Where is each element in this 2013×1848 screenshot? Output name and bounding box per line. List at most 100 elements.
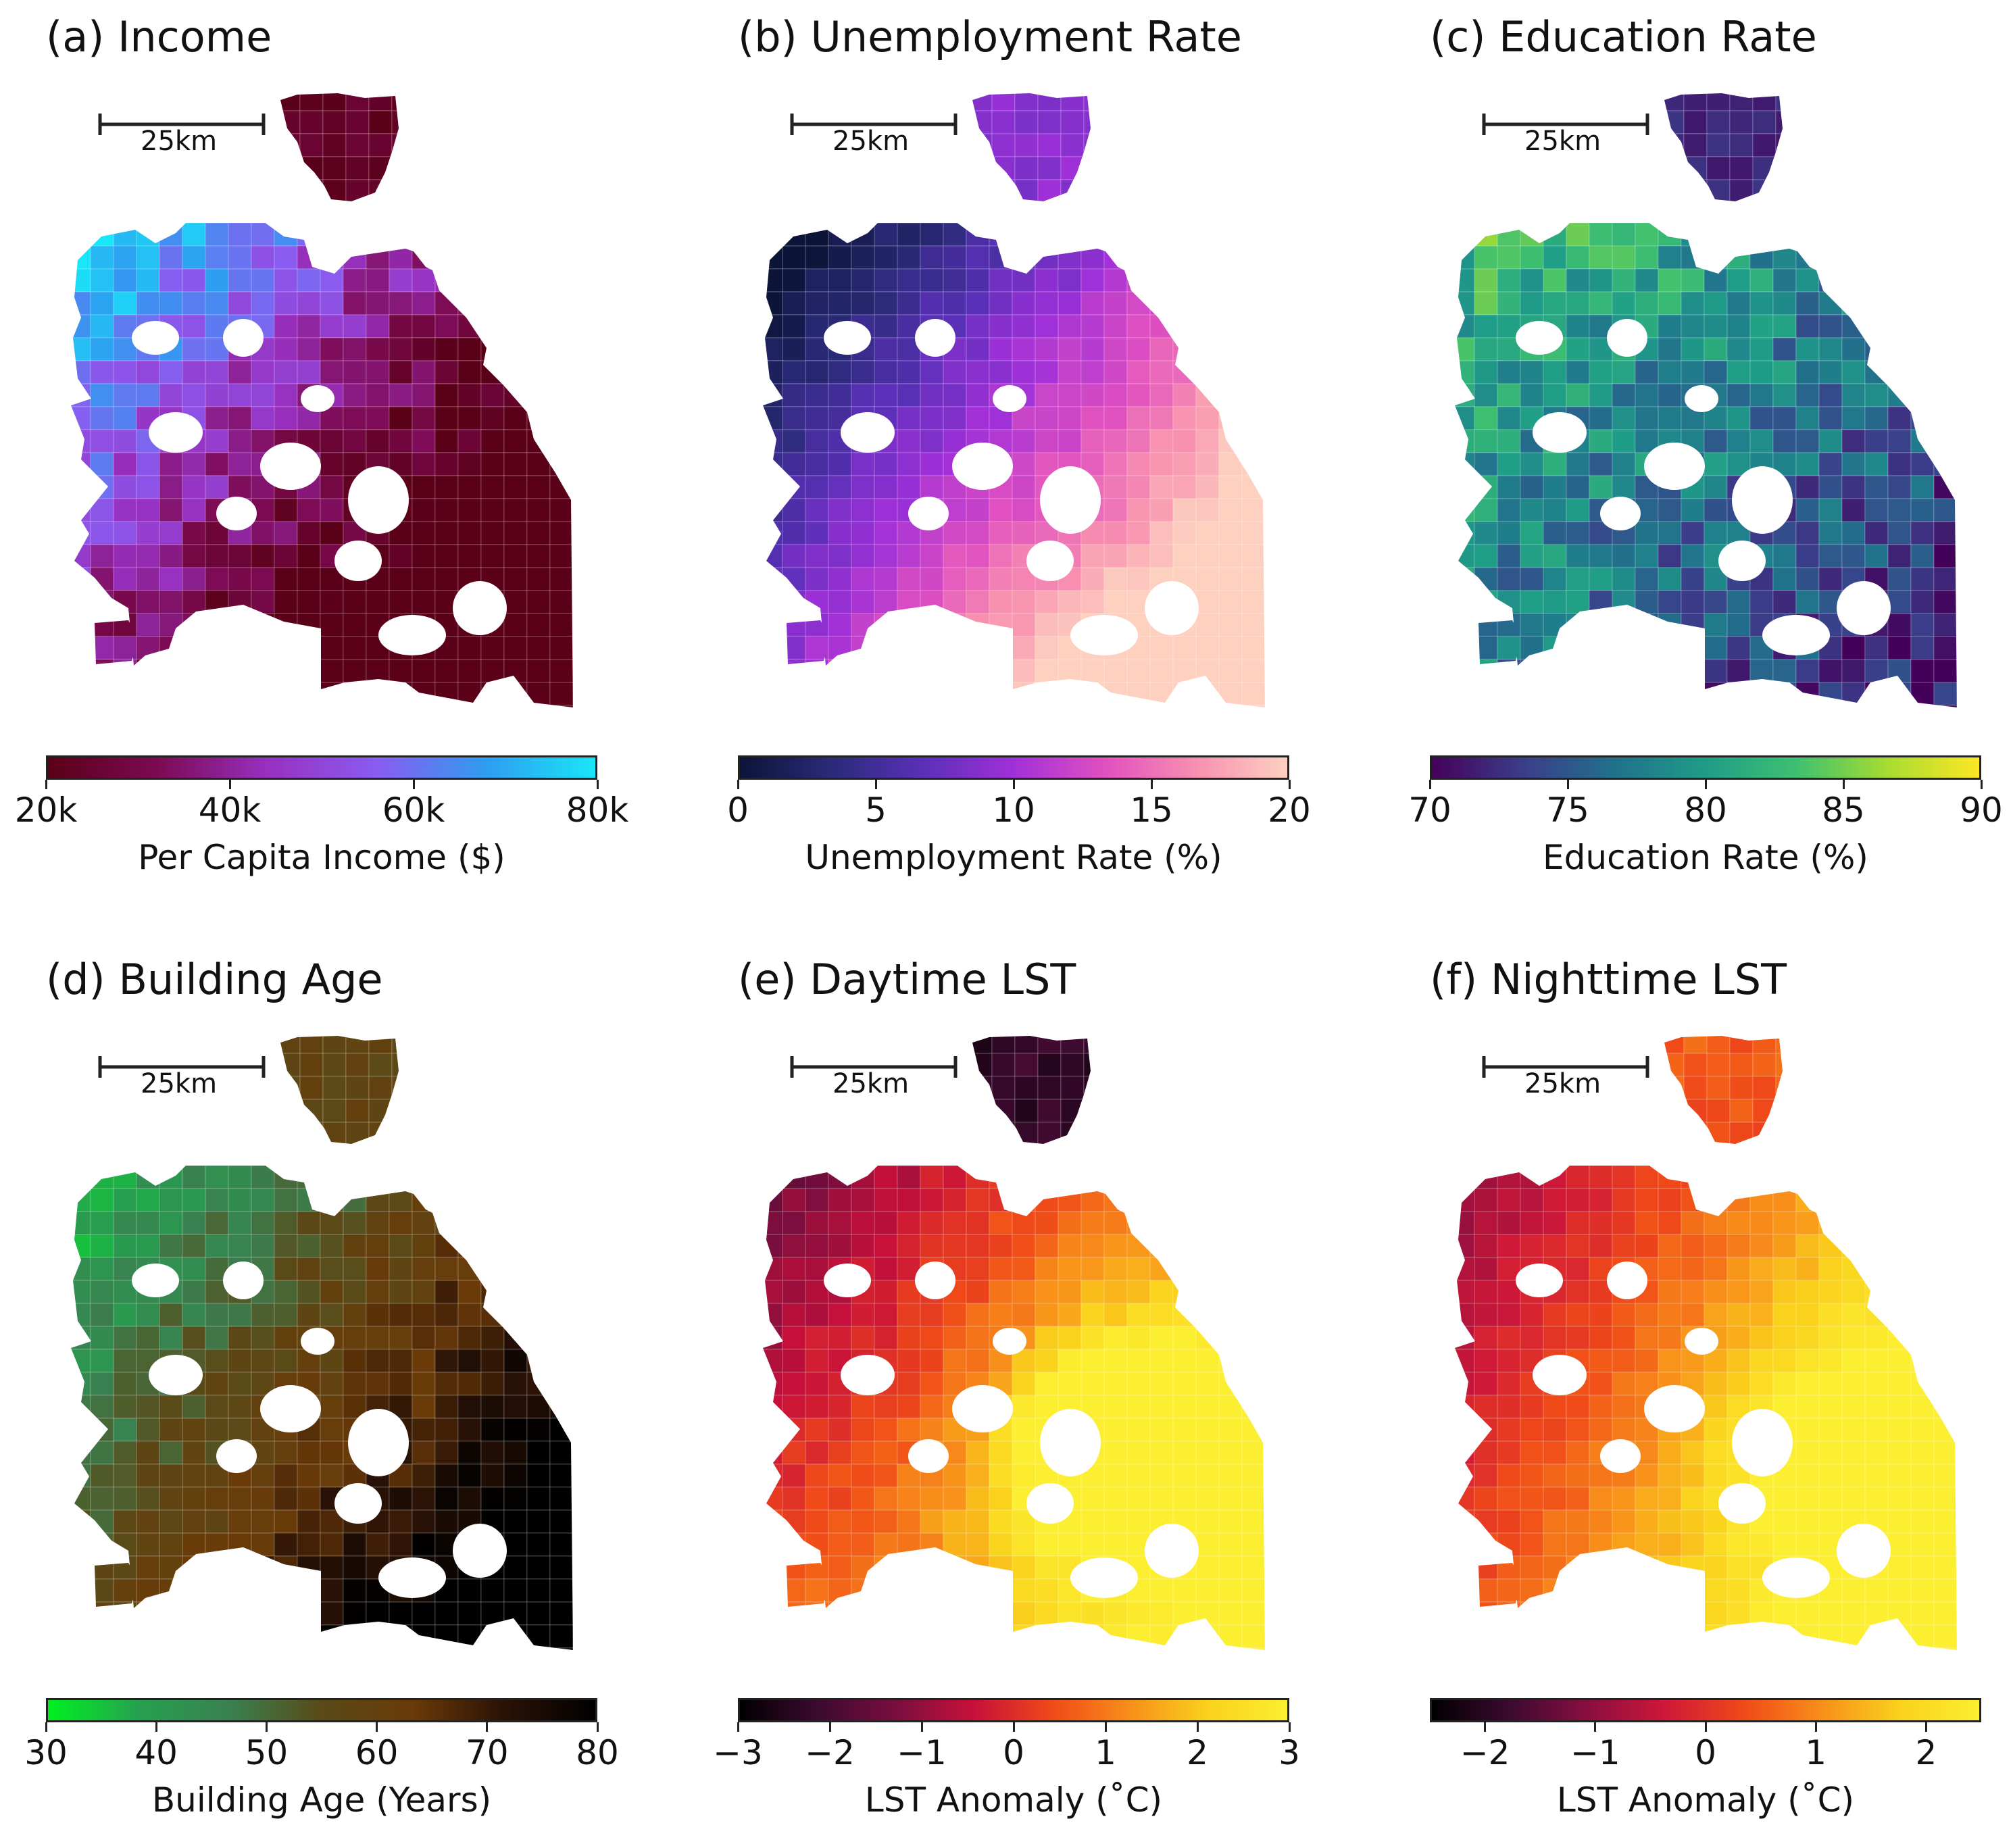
- colorbar-tick-label: 80k: [566, 791, 629, 830]
- colorbar-tick: [228, 780, 231, 789]
- north-region: [1664, 93, 1783, 201]
- colorbar-tick: [1704, 1722, 1707, 1732]
- colorbar-tick: [1842, 780, 1845, 789]
- unpopulated-area: [908, 497, 949, 530]
- unpopulated-area: [1644, 443, 1705, 490]
- panel-title: (a) Income: [46, 12, 272, 61]
- north-region: [280, 1036, 399, 1144]
- colorbar-tick-label: −1: [1570, 1733, 1620, 1772]
- unpopulated-area: [1607, 319, 1647, 357]
- unpopulated-area: [453, 581, 507, 635]
- unpopulated-area: [993, 1328, 1026, 1355]
- colorbar-tick: [1150, 780, 1153, 789]
- colorbar-tick: [486, 1722, 489, 1732]
- colorbar-label: Unemployment Rate (%): [805, 838, 1222, 877]
- unpopulated-area: [334, 1483, 382, 1524]
- colorbar-label: Per Capita Income ($): [138, 838, 505, 877]
- colorbar-tick-label: 85: [1822, 791, 1865, 830]
- north-region: [972, 1036, 1091, 1144]
- panel-title: (d) Building Age: [46, 955, 383, 1004]
- scale-bar-label: 25km: [1524, 126, 1601, 157]
- colorbar-tick: [1924, 1722, 1927, 1732]
- map-panel-b: (b) Unemployment Rate 25km 0 5 10 15 20 Unemplo…: [692, 0, 1341, 905]
- colorbar: [738, 1698, 1289, 1722]
- scale-bar-label: 25km: [141, 126, 218, 157]
- colorbar-tick-label: 30: [24, 1733, 68, 1772]
- colorbar-tick: [1196, 1722, 1199, 1732]
- colorbar-label: Education Rate (%): [1543, 838, 1868, 877]
- colorbar-tick-label: 70: [465, 1733, 509, 1772]
- census-tracts: [1455, 1165, 1957, 1650]
- colorbar-tick: [596, 1722, 599, 1732]
- colorbar-tick: [155, 1722, 157, 1732]
- unpopulated-area: [216, 497, 257, 530]
- unpopulated-area: [1732, 1409, 1793, 1476]
- unpopulated-area: [301, 1328, 334, 1355]
- unpopulated-area: [1600, 1439, 1641, 1473]
- colorbar-tick: [1012, 780, 1015, 789]
- colorbar-tick-label: 20: [1268, 791, 1311, 830]
- unpopulated-area: [952, 1385, 1013, 1432]
- colorbar-tick: [596, 780, 599, 789]
- unpopulated-area: [1145, 1524, 1199, 1578]
- colorbar-tick-label: 40: [134, 1733, 178, 1772]
- colorbar-tick: [920, 1722, 923, 1732]
- colorbar: [46, 1698, 597, 1722]
- unpopulated-area: [908, 1439, 949, 1473]
- unpopulated-area: [149, 412, 203, 453]
- choropleth-map: [71, 93, 573, 707]
- scale-bar-label: 25km: [1524, 1068, 1601, 1099]
- unpopulated-area: [915, 319, 955, 357]
- census-tracts: [763, 222, 1265, 707]
- choropleth-map: [763, 1036, 1265, 1650]
- map-panel-c: (c) Education Rate 25km 70 75 80 85 90 Educatio…: [1384, 0, 2013, 905]
- unpopulated-area: [1732, 466, 1793, 534]
- unpopulated-area: [260, 1385, 321, 1432]
- colorbar-tick: [1980, 780, 1983, 789]
- unpopulated-area: [132, 1264, 179, 1297]
- census-tracts: [763, 1165, 1265, 1650]
- colorbar-tick: [412, 780, 415, 789]
- unpopulated-area: [952, 443, 1013, 490]
- choropleth-map: [1455, 1036, 1957, 1650]
- colorbar-tick: [1566, 780, 1569, 789]
- unpopulated-area: [1685, 385, 1718, 412]
- unpopulated-area: [1644, 1385, 1705, 1432]
- map-panel-e: (e) Daytime LST 25km −3 −2 −1 0 1 2 3 LST Anomaly…: [692, 943, 1341, 1848]
- scale-bar-label: 25km: [832, 126, 910, 157]
- unpopulated-area: [378, 1557, 446, 1598]
- unpopulated-area: [1516, 321, 1563, 355]
- unpopulated-area: [824, 1264, 871, 1297]
- unpopulated-area: [841, 412, 895, 453]
- unpopulated-area: [1040, 1409, 1101, 1476]
- choropleth-map: [1455, 93, 1957, 707]
- unpopulated-area: [1600, 497, 1641, 530]
- unpopulated-area: [334, 541, 382, 581]
- scale-bar: [98, 1056, 266, 1078]
- unpopulated-area: [1718, 541, 1766, 581]
- unpopulated-area: [301, 385, 334, 412]
- colorbar-tick-label: 2: [1915, 1733, 1937, 1772]
- colorbar-tick: [1594, 1722, 1597, 1732]
- map-panel-d: (d) Building Age 25km 30 40 50 60 70 80 Building…: [0, 943, 649, 1848]
- colorbar-label: Building Age (Years): [151, 1780, 492, 1820]
- map-panel-a: (a) Income 25km 20k 40k 60k 80k Per Capita Inc…: [0, 0, 649, 905]
- colorbar-tick-label: 50: [245, 1733, 289, 1772]
- unpopulated-area: [1533, 1355, 1587, 1395]
- colorbar-tick-label: −3: [713, 1733, 763, 1772]
- unpopulated-area: [1145, 581, 1199, 635]
- unpopulated-area: [260, 443, 321, 490]
- colorbar-tick-label: 90: [1960, 791, 2003, 830]
- scale-bar-label: 25km: [832, 1068, 910, 1099]
- colorbar-tick-label: 70: [1408, 791, 1451, 830]
- colorbar-tick-label: 40k: [198, 791, 262, 830]
- colorbar-tick: [1288, 1722, 1291, 1732]
- unpopulated-area: [1837, 581, 1891, 635]
- north-region: [1664, 1036, 1783, 1144]
- unpopulated-area: [1026, 1483, 1074, 1524]
- colorbar-tick: [1704, 780, 1707, 789]
- colorbar-tick-label: 60k: [382, 791, 445, 830]
- colorbar: [1430, 1698, 1981, 1722]
- colorbar-tick-label: 5: [865, 791, 887, 830]
- colorbar-tick: [1288, 780, 1291, 789]
